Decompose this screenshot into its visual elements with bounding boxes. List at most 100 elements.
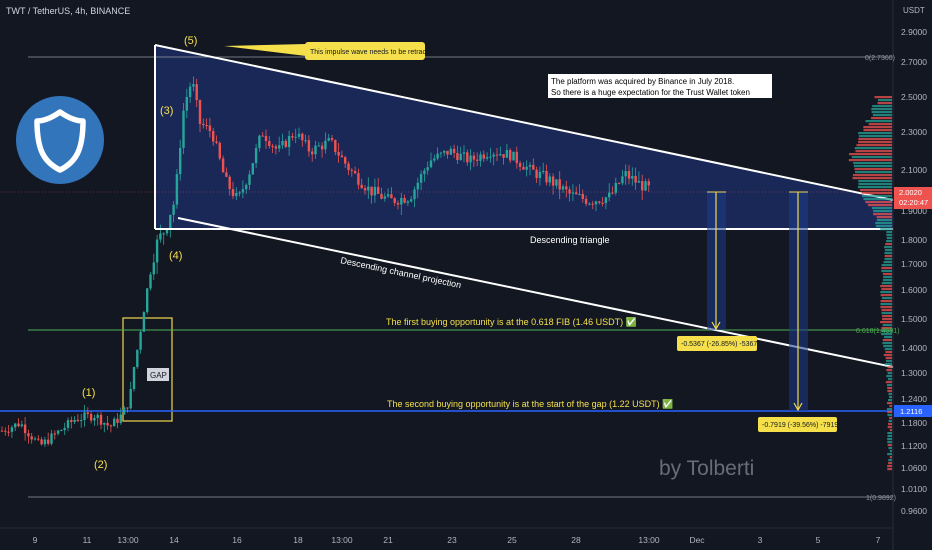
- price-tick-label: 1.4000: [901, 343, 927, 353]
- candle-body: [198, 100, 202, 124]
- candle-body: [443, 150, 446, 153]
- candle-body: [320, 145, 324, 150]
- volume-profile-bar: [848, 159, 892, 162]
- candle-body: [551, 176, 555, 186]
- candle-body: [113, 418, 116, 427]
- volume-profile-bar: [875, 225, 892, 228]
- candle-body: [159, 233, 162, 240]
- measure-label-2: -0.7919 (-39.56%) -7919: [762, 422, 838, 429]
- measure-arrowhead-2: [793, 402, 803, 412]
- volume-profile-bar: [884, 363, 892, 366]
- candle-body: [489, 156, 492, 158]
- volume-profile-bar: [889, 429, 892, 432]
- candle-body: [416, 182, 419, 190]
- volume-profile-bar: [871, 108, 892, 111]
- candle-body: [47, 439, 50, 444]
- candle-body: [410, 199, 413, 202]
- candle-body: [86, 412, 89, 414]
- candle-body: [558, 179, 561, 190]
- candle-body: [509, 150, 512, 161]
- candle-body: [56, 430, 60, 434]
- candle-body: [400, 198, 403, 205]
- candle-body: [83, 412, 86, 421]
- candle-body: [426, 167, 429, 171]
- volume-profile-bar: [880, 303, 892, 306]
- volume-profile-bar: [858, 180, 892, 183]
- wave-label-3: (3): [160, 105, 173, 117]
- candle-body: [594, 201, 598, 205]
- candle-body: [390, 194, 393, 199]
- volume-profile-bar: [880, 330, 892, 333]
- measure-arrowhead-1: [711, 321, 721, 331]
- candle-body: [175, 174, 179, 205]
- candle-body: [103, 423, 106, 425]
- volume-profile-bar: [885, 351, 892, 354]
- candle-body: [373, 186, 377, 196]
- candle-body: [512, 151, 515, 161]
- watermark: by Tolberti: [659, 457, 754, 480]
- candle-body: [578, 193, 581, 195]
- candle-body: [439, 152, 443, 154]
- candle-body: [149, 274, 152, 289]
- candle-body: [172, 204, 175, 215]
- candle-body: [535, 169, 538, 178]
- price-tick-label: 1.0600: [901, 463, 927, 473]
- candle-body: [254, 147, 258, 164]
- volume-profile-bar: [883, 345, 892, 348]
- candle-body: [637, 181, 641, 183]
- candle-body: [495, 154, 499, 156]
- candle-body: [360, 184, 363, 189]
- volume-profile-bar: [872, 114, 892, 117]
- price-tick-label: 1.3000: [901, 368, 927, 378]
- price-tick-label: 2.5000: [901, 92, 927, 102]
- candle-body: [591, 203, 594, 205]
- candle-body: [73, 419, 76, 423]
- volume-profile-bar: [880, 291, 892, 294]
- candle-body: [386, 194, 390, 197]
- candle-body: [598, 201, 601, 203]
- fib-label-0618: 0.618(1.4591): [856, 328, 900, 335]
- price-tick-label: 1.5000: [901, 314, 927, 324]
- candle-body: [287, 136, 291, 148]
- candle-body: [525, 166, 528, 170]
- volume-profile-bar: [858, 135, 892, 138]
- candle-body: [565, 186, 568, 190]
- price-tick-label: 1.7000: [901, 259, 927, 269]
- candle-body: [212, 131, 215, 142]
- impulse-callout-pointer: [224, 44, 306, 56]
- time-tick-label: Dec: [689, 535, 705, 545]
- candle-body: [476, 159, 479, 161]
- impulse-callout-text: This impulse wave needs to be retraced: [310, 49, 434, 56]
- candle-body: [43, 439, 47, 445]
- candle-body: [251, 163, 254, 175]
- candle-body: [406, 201, 410, 203]
- candle-body: [139, 331, 142, 350]
- candle-body: [634, 175, 637, 183]
- volume-profile-bar: [854, 147, 892, 150]
- candle-body: [624, 171, 627, 177]
- candle-body: [241, 189, 245, 193]
- symbol-title: TWT / TetherUS, 4h, BINANCE: [6, 6, 130, 16]
- candle-body: [264, 135, 268, 141]
- volume-profile-bar: [863, 129, 892, 132]
- candlestick-series: [0, 76, 650, 447]
- time-tick-label: 28: [571, 535, 581, 545]
- candle-body: [581, 193, 584, 199]
- candle-body: [337, 151, 340, 156]
- volume-profile-bar: [880, 228, 892, 231]
- candle-body: [403, 198, 406, 203]
- volume-profile-bar: [856, 144, 892, 147]
- candle-body: [221, 158, 225, 173]
- candle-body: [456, 152, 459, 161]
- candle-body: [76, 419, 80, 422]
- price-tick-label: 2.3000: [901, 127, 927, 137]
- volume-profile-bar: [873, 210, 892, 213]
- candle-body: [60, 430, 63, 432]
- time-tick-label: 14: [169, 535, 179, 545]
- candle-body: [515, 151, 518, 164]
- candle-body: [126, 407, 129, 409]
- volume-profile-bar: [881, 288, 892, 291]
- volume-profile: [848, 96, 892, 471]
- volume-profile-bar: [884, 336, 892, 339]
